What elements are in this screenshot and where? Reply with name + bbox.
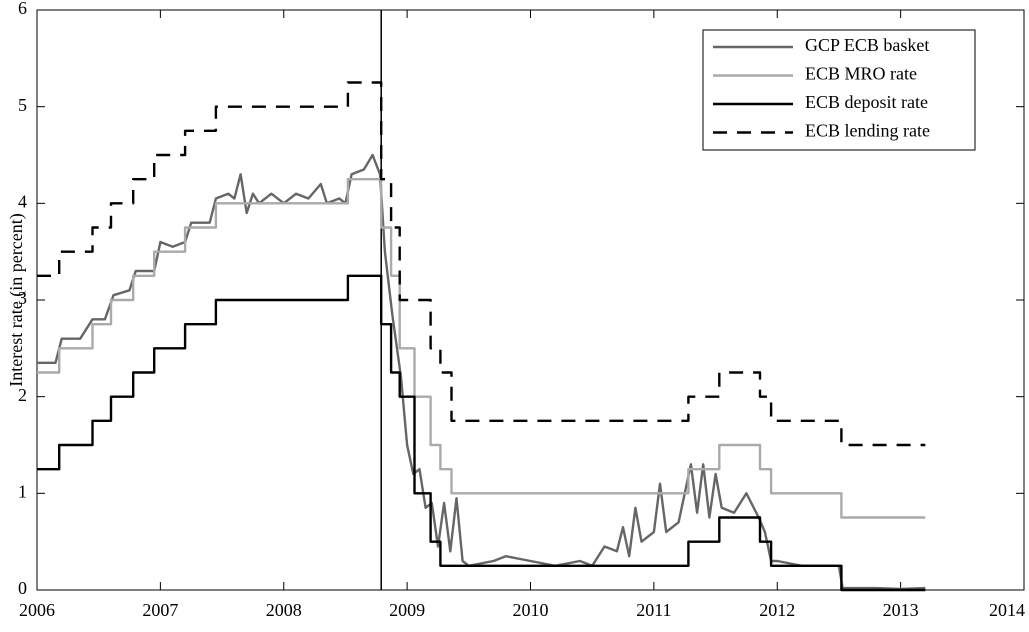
y-tick-label: 5 (18, 95, 27, 115)
x-tick-label: 2011 (636, 600, 671, 620)
x-tick-label: 2006 (19, 600, 55, 620)
legend-box (702, 29, 976, 151)
legend-label: GCP ECB basket (805, 35, 929, 55)
x-tick-label: 2014 (989, 600, 1025, 620)
legend-label: ECB lending rate (805, 121, 930, 141)
y-tick-label: 3 (18, 288, 27, 308)
y-tick-label: 2 (18, 385, 27, 405)
series-line (37, 81, 926, 447)
series-line (37, 178, 926, 519)
x-tick-label: 2009 (389, 600, 425, 620)
x-tick-label: 2008 (266, 600, 302, 620)
y-tick-label: 4 (18, 191, 27, 211)
x-tick-label: 2010 (513, 600, 549, 620)
legend-label: ECB deposit rate (805, 92, 928, 112)
y-axis-label: Interest rate (in percent) (6, 213, 27, 386)
y-tick-label: 6 (18, 0, 27, 18)
y-tick-label: 0 (18, 578, 27, 598)
x-tick-label: 2013 (883, 600, 919, 620)
x-tick-label: 2007 (142, 600, 178, 620)
series-line (37, 153, 926, 591)
legend-label: ECB MRO rate (805, 64, 917, 84)
x-tick-label: 2012 (759, 600, 795, 620)
y-tick-label: 1 (18, 481, 27, 501)
series-line (37, 274, 926, 592)
